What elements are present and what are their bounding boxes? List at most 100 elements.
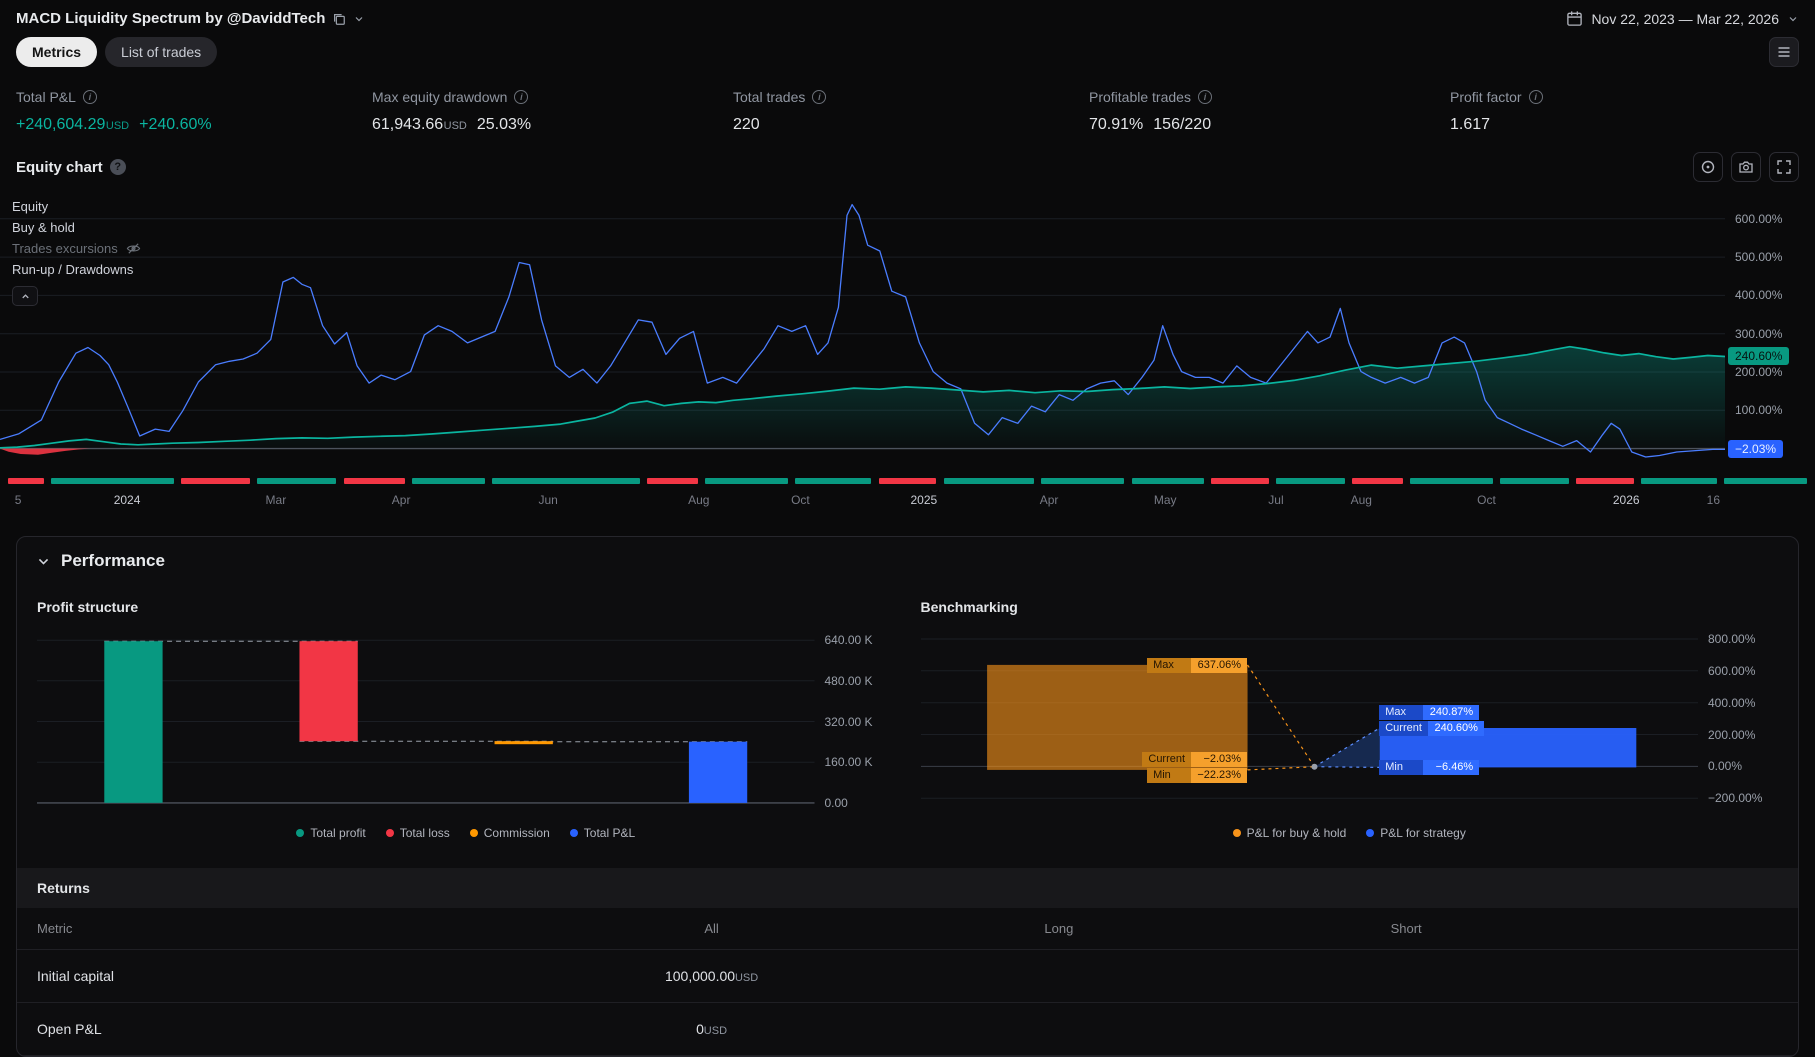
metric-value: 220 [733,116,760,133]
profit-period-segment[interactable] [1276,478,1345,484]
profit-period-segment[interactable] [491,478,641,484]
col-short: Short [1390,921,1422,936]
profit-period-segment[interactable] [1641,478,1718,484]
axis-tick: 100.00% [1735,403,1783,418]
fullscreen-button[interactable] [1769,152,1799,182]
trade-periods-strip[interactable] [4,478,1811,484]
profit-period-segment[interactable] [256,478,337,484]
legend-dot [385,829,394,837]
loss-period-segment[interactable] [1211,478,1269,484]
tab-metrics[interactable]: Metrics [16,37,98,67]
legend-item[interactable]: Commission [469,826,550,840]
loss-period-segment[interactable] [343,478,406,484]
performance-section-header[interactable]: Performance [17,537,1798,585]
equity-plot[interactable] [0,192,1725,462]
camera-icon [1739,161,1753,173]
profit-period-segment[interactable] [705,478,789,484]
metric-label: Profitable trades [1089,89,1191,105]
buyhold-max-tag: Max 637.06% [1147,657,1248,673]
help-icon[interactable]: ? [109,159,126,175]
tag-label: Min [1147,767,1192,783]
loss-period-segment[interactable] [878,478,937,484]
row-value: 0 [696,1021,704,1037]
metric-value: 1.617 [1450,116,1491,133]
legend-label: Buy & hold [12,220,75,235]
row-metric: Open P&L [37,1021,102,1037]
metric-profit-factor: Profit factor i 1.617 [1450,89,1799,134]
tag-label: Min [1379,760,1424,776]
info-icon[interactable]: i [1528,90,1543,104]
returns-header: Returns [17,868,1798,908]
metric-value: 61,943.66 [372,116,444,133]
legend-label: Equity [12,199,49,214]
tab-list-of-trades[interactable]: List of trades [105,37,218,67]
loss-period-segment[interactable] [647,478,698,484]
profit-period-segment[interactable] [412,478,485,484]
equity-time-axis[interactable]: 5 2024 Mar Apr Jun Aug Oct 2025 Apr May Jul Aug Oct 2… [0,478,1815,522]
metric-max-drawdown: Max equity drawdown i 61,943.66 USD 25.03% [372,89,733,134]
time-axis-label: 16 [1706,493,1721,507]
time-axis-label: Jul [1268,493,1284,507]
legend-item[interactable]: P&L for strategy [1366,826,1466,840]
loss-period-segment[interactable] [7,478,44,484]
time-axis-label: Oct [1477,493,1496,507]
profit-period-segment[interactable] [1724,478,1808,484]
table-settings-button[interactable] [1769,37,1799,67]
metric-label: Max equity drawdown [372,89,508,105]
axis-tick: 200.00% [1735,365,1783,379]
equity-value-badge: 240.60% [1728,347,1790,366]
returns-section: Returns Metric All Long Short Initial ca… [17,868,1798,1056]
chevron-up-icon [21,293,29,298]
col-long: Long [1044,921,1074,936]
profit-period-segment[interactable] [1409,478,1493,484]
legend-item-runup-drawdowns[interactable]: Run-up / Drawdowns [12,259,141,280]
metric-ratio: 156/220 [1153,116,1212,133]
benchmarking-chart[interactable]: Max 637.06% Current −2.03% Min −22.23% [920,631,1698,811]
profit-period-segment[interactable] [943,478,1034,484]
currency-unit: USD [703,1025,728,1037]
metric-value: 70.91% [1089,116,1144,133]
legend-item-equity[interactable]: Equity [12,196,141,217]
profit-period-segment[interactable] [1041,478,1125,484]
info-icon[interactable]: i [812,90,827,104]
legend-item-trades-excursions[interactable]: Trades excursions [12,238,141,259]
date-range-picker[interactable]: Nov 22, 2023 — Mar 22, 2026 [1566,10,1799,27]
legend-item[interactable]: Total loss [385,826,450,840]
profit-period-segment[interactable] [50,478,174,484]
returns-title: Returns [37,880,90,896]
loss-period-segment[interactable] [181,478,250,484]
returns-table-header: Metric All Long Short [17,908,1798,950]
copy-icon[interactable] [332,12,346,26]
profit-period-segment[interactable] [795,478,872,484]
time-axis-label: 2026 [1612,493,1640,507]
legend-dot [469,829,478,837]
metric-percent: 25.03% [476,116,532,133]
metric-percent: +240.60% [139,116,212,133]
topbar: MACD Liquidity Spectrum by @DaviddTech N… [0,0,1815,31]
loss-period-segment[interactable] [1352,478,1403,484]
profit-period-segment[interactable] [1131,478,1204,484]
time-axis-label: 2025 [910,493,938,507]
profit-structure-chart[interactable] [37,631,815,811]
tag-value: 240.60% [1427,721,1484,737]
metric-label: Total P&L [16,89,76,105]
legend-item[interactable]: Total P&L [569,826,635,840]
snapshot-button[interactable] [1731,152,1761,182]
tag-label: Max [1147,657,1192,673]
legend-item-buy-hold[interactable]: Buy & hold [12,217,141,238]
alert-button[interactable] [1693,152,1723,182]
performance-card: Performance Profit structure 640.00 K 480… [16,536,1799,1057]
buyhold-current-tag: Current −2.03% [1142,751,1248,767]
legend-item[interactable]: Total profit [296,826,366,840]
profit-period-segment[interactable] [1500,478,1569,484]
equity-price-axis[interactable]: 240.60% −2.03% 600.00% 500.00% 400.00% 300.… [1725,192,1815,462]
legend-item[interactable]: P&L for buy & hold [1232,826,1346,840]
collapse-legend-button[interactable] [12,286,38,306]
info-icon[interactable]: i [82,90,97,104]
loss-period-segment[interactable] [1576,478,1634,484]
legend-label: Trades excursions [12,241,118,256]
info-icon[interactable]: i [1197,90,1212,104]
equity-chart[interactable]: Equity Buy & hold Trades excursions Run-… [0,192,1815,462]
strategy-title-menu[interactable]: MACD Liquidity Spectrum by @DaviddTech [16,10,365,27]
info-icon[interactable]: i [514,90,529,104]
